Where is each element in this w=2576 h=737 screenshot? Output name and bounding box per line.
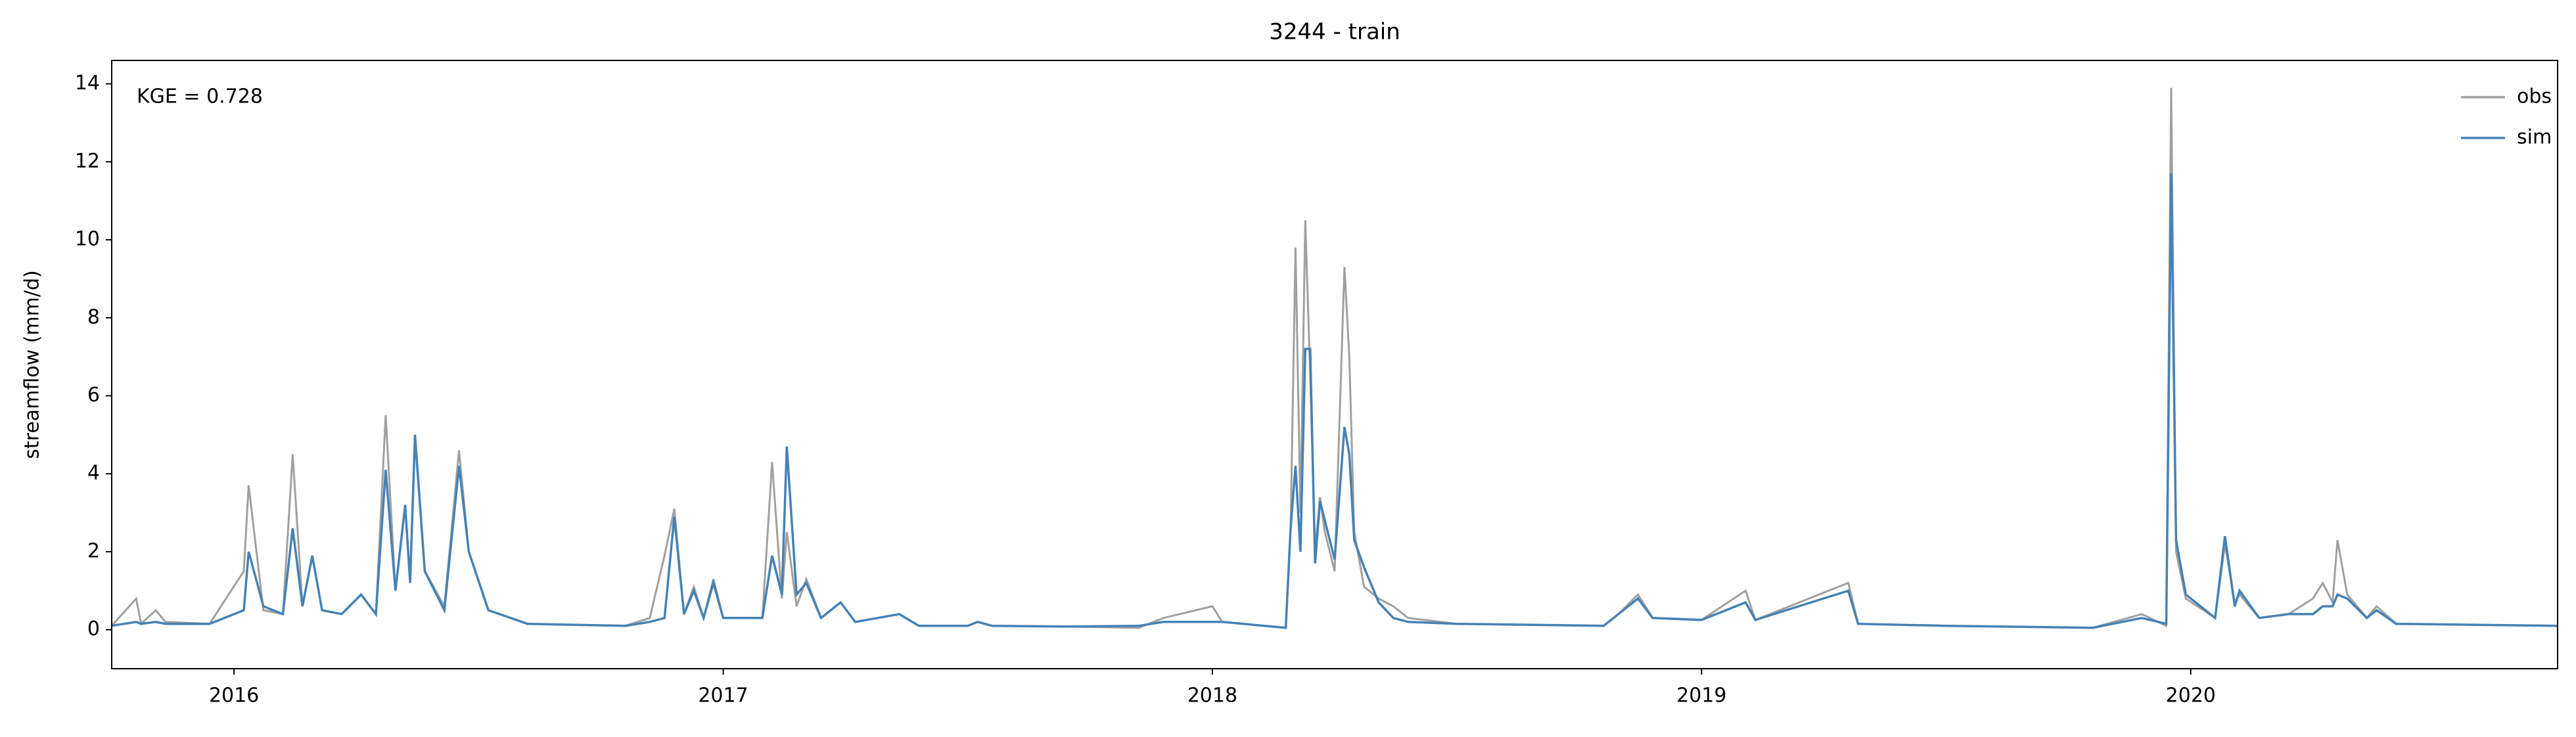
y-tick-label: 14 [75, 72, 100, 95]
series-line [111, 173, 2558, 629]
y-tick-label: 10 [75, 228, 100, 251]
y-tick-label: 2 [87, 539, 100, 562]
x-tick-label: 2018 [1187, 684, 1237, 707]
plot-frame [111, 60, 2558, 669]
legend-label: sim [2517, 126, 2552, 149]
y-tick-label: 0 [87, 617, 100, 640]
y-tick-label: 6 [87, 384, 100, 407]
y-tick-label: 12 [75, 150, 100, 173]
y-tick-label: 8 [87, 305, 100, 328]
x-tick-label: 2020 [2166, 684, 2216, 707]
x-tick-label: 2017 [698, 684, 748, 707]
y-axis-label: streamflow (mm/d) [21, 270, 44, 458]
legend-label: obs [2517, 85, 2552, 108]
annotation: KGE = 0.728 [137, 85, 263, 108]
x-tick-label: 2019 [1676, 684, 1726, 707]
x-tick-label: 2016 [209, 684, 259, 707]
y-tick-label: 4 [87, 462, 100, 485]
chart-title: 3244 - train [1269, 19, 1400, 45]
